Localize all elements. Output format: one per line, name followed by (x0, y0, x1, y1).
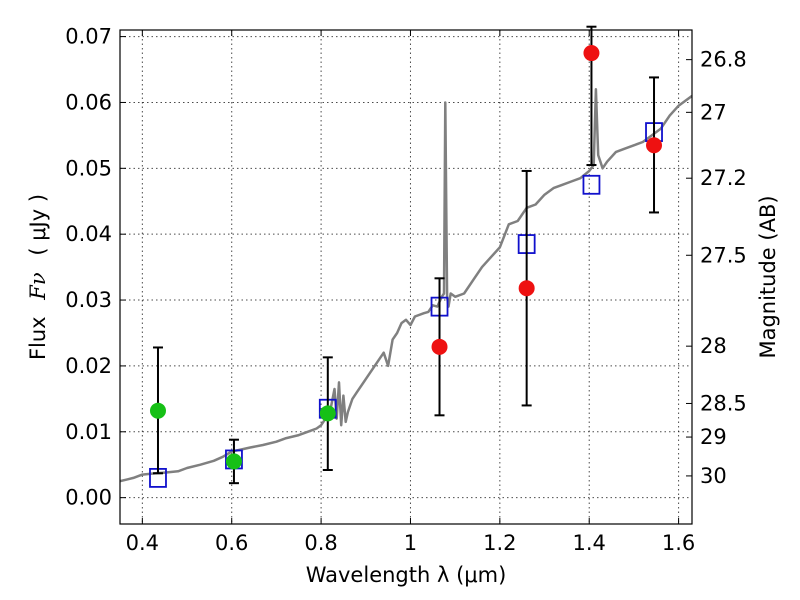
y-axis-label-text: Flux (26, 316, 50, 360)
grid (120, 30, 692, 524)
y2-tick-label: 30 (700, 464, 727, 488)
model-box-point (582, 174, 601, 195)
x-tick-label: 1.2 (483, 531, 516, 555)
red-point (431, 338, 448, 355)
red-point (646, 137, 663, 154)
y-tick-label: 0.02 (65, 354, 112, 378)
y2-tick-label: 27 (700, 100, 727, 124)
green-point (149, 402, 166, 419)
y-tick-label: 0.03 (65, 288, 112, 312)
y2-tick-label: 28.5 (700, 391, 747, 415)
x-tick-label: 0.6 (215, 531, 248, 555)
plot-area (120, 88, 692, 488)
spectrum-line (120, 88, 692, 483)
y-tick-label: 0.05 (65, 156, 112, 180)
y2-tick-label: 26.8 (700, 48, 747, 72)
y2-tick-label: 28 (700, 334, 727, 358)
y-axis-label-symbol: Fν (26, 272, 50, 301)
x-tick-label: 0.4 (126, 531, 159, 555)
errorbars (149, 25, 663, 485)
y-tick-label: 0.00 (65, 486, 112, 510)
green-point (225, 453, 242, 470)
y2-tick-label: 27.5 (700, 243, 747, 267)
axes: 0.4 0.6 0.8 1 1.2 1.4 1.6 0.00 0.01 0.02 0.03 0.04 0… (65, 25, 747, 555)
y2-tick-label: 29 (700, 425, 727, 449)
y-tick-label: 0.04 (65, 222, 112, 246)
y-axis-label: Flux Fν ( μJy ) (26, 194, 50, 360)
plot-frame (119, 29, 693, 525)
y-tick-label: 0.06 (65, 90, 112, 114)
x-axis-label: Wavelength λ (μm) (306, 563, 507, 587)
y2-axis-label: Magnitude (AB) (756, 195, 780, 358)
x-tick-label: 0.8 (304, 531, 337, 555)
y2-tick-label: 27.2 (700, 166, 747, 190)
svg-text:Flux Fν ( μJy ): Flux Fν ( μJy ) (26, 194, 50, 360)
red-point (518, 280, 535, 297)
y-axis-label-unit: ( μJy ) (26, 194, 50, 256)
x-tick-label: 1.6 (662, 531, 695, 555)
y-tick-label: 0.01 (65, 420, 112, 444)
x-tick-label: 1 (404, 531, 417, 555)
y-tick-label: 0.07 (65, 25, 112, 49)
red-point (583, 45, 600, 62)
x-tick-label: 1.4 (573, 531, 606, 555)
green-point (319, 405, 336, 422)
